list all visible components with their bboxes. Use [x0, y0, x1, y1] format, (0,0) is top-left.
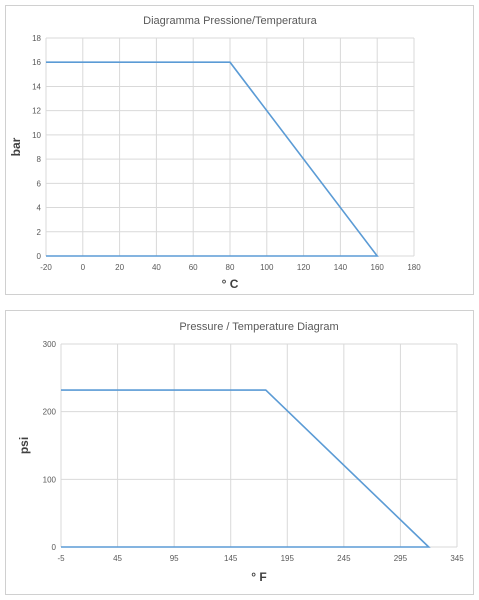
chart-fahrenheit: Pressure / Temperature Diagram -5 45 95 145 1… [17, 321, 464, 584]
x-tick-label: 180 [407, 263, 421, 272]
y-tick-label: 6 [37, 179, 42, 188]
chart-celsius: Diagramma Pressione/Temperatura-20 0 20 40 6… [9, 15, 421, 291]
x-tick-label: 345 [450, 554, 464, 563]
x-tick-label: 20 [115, 263, 124, 272]
x-tick-label: 100 [260, 263, 274, 272]
chart-title: Diagramma Pressione/Temperatura [143, 15, 318, 27]
x-tick-label: 145 [224, 554, 238, 563]
x-tick-label: 195 [281, 554, 295, 563]
y-tick-label: 14 [32, 82, 41, 91]
x-tick-label: 120 [297, 263, 311, 272]
x-tick-label: 245 [337, 554, 351, 563]
series-line [61, 389, 431, 548]
y-tick-label: 10 [32, 131, 41, 140]
x-tick-label: 160 [371, 263, 385, 272]
x-tick-label: 295 [394, 554, 408, 563]
x-tick-label: 60 [189, 263, 198, 272]
x-tick-label: -20 [40, 263, 52, 272]
x-tick-label: 45 [113, 554, 122, 563]
x-tick-label: 95 [170, 554, 179, 563]
chart-panel-celsius: Diagramma Pressione/Temperatura -20 0 20 40 6… [5, 5, 474, 295]
x-tick-label: 40 [152, 263, 161, 272]
x-tick-label: 0 [81, 263, 86, 272]
y-axis-title: bar [9, 137, 23, 156]
y-tick-label: 4 [37, 204, 42, 213]
x-axis-title: ° F [251, 570, 266, 584]
y-tick-label: 200 [43, 408, 57, 417]
y-axis-title: psi [17, 437, 31, 454]
y-tick-label: 300 [43, 340, 57, 349]
y-tick-label: 18 [32, 34, 41, 43]
y-tick-label: 100 [43, 475, 57, 484]
chart-title: Pressure / Temperature Diagram [179, 321, 338, 333]
x-tick-label: 140 [334, 263, 348, 272]
y-tick-label: 12 [32, 107, 41, 116]
x-axis-title: ° C [222, 277, 239, 291]
y-tick-label: 0 [52, 543, 57, 552]
chart-panel-fahrenheit: Pressure / Temperature Diagram -5 45 95 145 1… [5, 310, 474, 595]
y-tick-label: 16 [32, 58, 41, 67]
x-tick-label: 80 [226, 263, 235, 272]
x-tick-label: -5 [57, 554, 65, 563]
y-tick-label: 0 [37, 252, 42, 261]
y-tick-label: 2 [37, 228, 42, 237]
series-line [46, 61, 379, 257]
y-tick-label: 8 [37, 155, 42, 164]
